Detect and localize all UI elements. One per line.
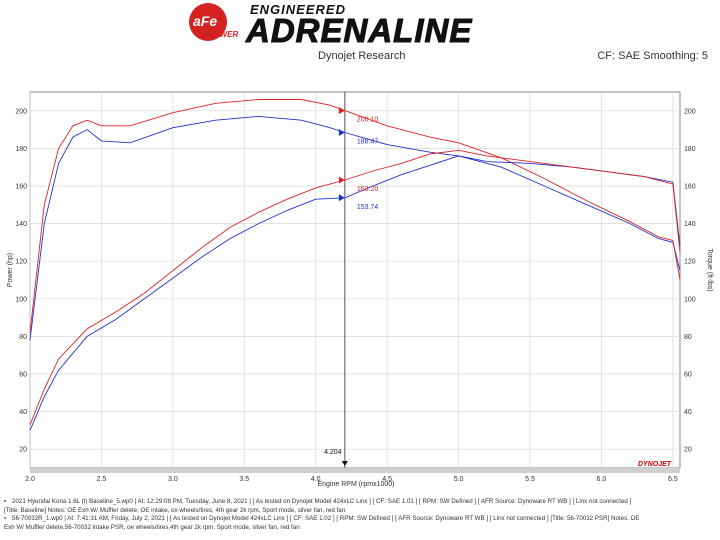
y-tick-label-right: 140 xyxy=(684,221,696,228)
logo-adrenaline-text: ADRENALINE xyxy=(245,12,473,50)
x-axis-label: Engine RPM (rpmx1000) xyxy=(317,481,394,488)
series-line-baseline_power xyxy=(29,155,681,431)
cursor-value-label: 163.20 xyxy=(357,186,379,193)
y-axis-left-label: Power (hp) xyxy=(7,253,14,287)
x-axis-bar xyxy=(30,468,680,473)
y-tick-label-right: 20 xyxy=(684,447,692,454)
series-line-baseline_torque xyxy=(29,115,681,341)
afe-power-logo-icon: aFe POWER xyxy=(189,3,238,41)
y-tick-label-left: 200 xyxy=(15,108,27,115)
cursor-value-label: 153.74 xyxy=(357,204,379,211)
y-tick-label-right: 80 xyxy=(684,334,692,341)
y-tick-label-left: 120 xyxy=(15,259,27,266)
x-tick-label: 6.0 xyxy=(597,476,607,483)
cursor-marker-icon xyxy=(338,194,345,202)
run-info-footer: • 2021 Hyundai Kona 1.6L (t) Baseline_5.w… xyxy=(4,498,718,532)
y-tick-label-left: 100 xyxy=(15,296,27,303)
x-tick-label: 4.0 xyxy=(311,476,321,483)
y-tick-label-left: 60 xyxy=(19,372,27,379)
run-info-text: [Title: Baseline] Notes: OE Exh W/ Muffl… xyxy=(4,506,346,514)
dyno-chart: DYNOJET Power (hp) Torque (ft-lbs) Engin… xyxy=(7,91,713,488)
x-tick-label: 5.5 xyxy=(525,476,535,483)
correction-factor-label: CF: SAE Smoothing: 5 xyxy=(597,50,708,62)
logo-sub-text: POWER xyxy=(208,30,238,39)
run-info-text: 56-70032R_1.wp0 | At: 7:41:31 AM, Friday… xyxy=(12,515,640,523)
baseline-marker-icon: • xyxy=(4,498,7,505)
x-tick-label: 6.5 xyxy=(668,476,678,483)
x-tick-label: 2.5 xyxy=(97,476,107,483)
run-info-line-baseline: • 2021 Hyundai Kona 1.6L (t) Baseline_5.w… xyxy=(4,498,718,507)
y-tick-label-left: 80 xyxy=(19,334,27,341)
cursor-value-label: 200.10 xyxy=(357,117,379,124)
y-tick-label-right: 200 xyxy=(684,108,696,115)
y-tick-label-left: 140 xyxy=(15,221,27,228)
cursor-marker-icon xyxy=(338,176,345,184)
test-marker-icon: • xyxy=(4,515,7,523)
series-line-test_torque xyxy=(29,99,681,333)
run-info-line-test: • 56-70032R_1.wp0 | At: 7:41:31 AM, Frida… xyxy=(4,515,718,524)
y-tick-label-left: 160 xyxy=(15,184,27,191)
x-tick-label: 4.5 xyxy=(382,476,392,483)
y-tick-label-right: 180 xyxy=(684,146,696,153)
logo-engineered-text: ENGINEERED xyxy=(250,2,346,17)
cursor-marker-icon xyxy=(338,128,345,136)
y-tick-label-left: 180 xyxy=(15,146,27,153)
y-tick-label-right: 120 xyxy=(684,259,696,266)
run-info-text: Exh W/ Muffler delete,56-70032 intake PS… xyxy=(4,523,300,531)
afe-adrenaline-logo: aFe POWER ENGINEERED ADRENALINE xyxy=(188,2,533,50)
x-tick-label: 3.0 xyxy=(168,476,178,483)
cursor-value-label: 188.47 xyxy=(357,138,379,145)
run-info-text: 2021 Hyundai Kona 1.6L (t) Baseline_5.wp… xyxy=(12,498,632,505)
series-line-test_power xyxy=(29,149,681,425)
logo-brand-text: aFe xyxy=(193,13,217,29)
y-axis-right-label: Torque (ft-lbs) xyxy=(706,248,713,291)
run-info-notes-baseline: [Title: Baseline] Notes: OE Exh W/ Muffl… xyxy=(4,507,718,516)
y-tick-label-left: 20 xyxy=(19,447,27,454)
y-tick-label-right: 160 xyxy=(684,184,696,191)
y-tick-label-right: 100 xyxy=(684,296,696,303)
y-tick-label-right: 40 xyxy=(684,409,692,416)
run-info-notes-test: Exh W/ Muffler delete,56-70032 intake PS… xyxy=(4,524,718,533)
chart-source-label: Dynojet Research xyxy=(318,50,406,62)
rpm-cursor-label: 4.204 xyxy=(324,449,342,456)
x-tick-label: 3.5 xyxy=(239,476,249,483)
y-tick-label-right: 60 xyxy=(684,372,692,379)
dynojet-brand-text: DYNOJET xyxy=(638,461,672,468)
y-tick-label-left: 40 xyxy=(19,409,27,416)
rpm-cursor-arrow-icon xyxy=(341,461,348,466)
x-tick-label: 2.0 xyxy=(25,476,35,483)
cursor-marker-icon xyxy=(338,107,345,115)
x-tick-label: 5.0 xyxy=(454,476,464,483)
